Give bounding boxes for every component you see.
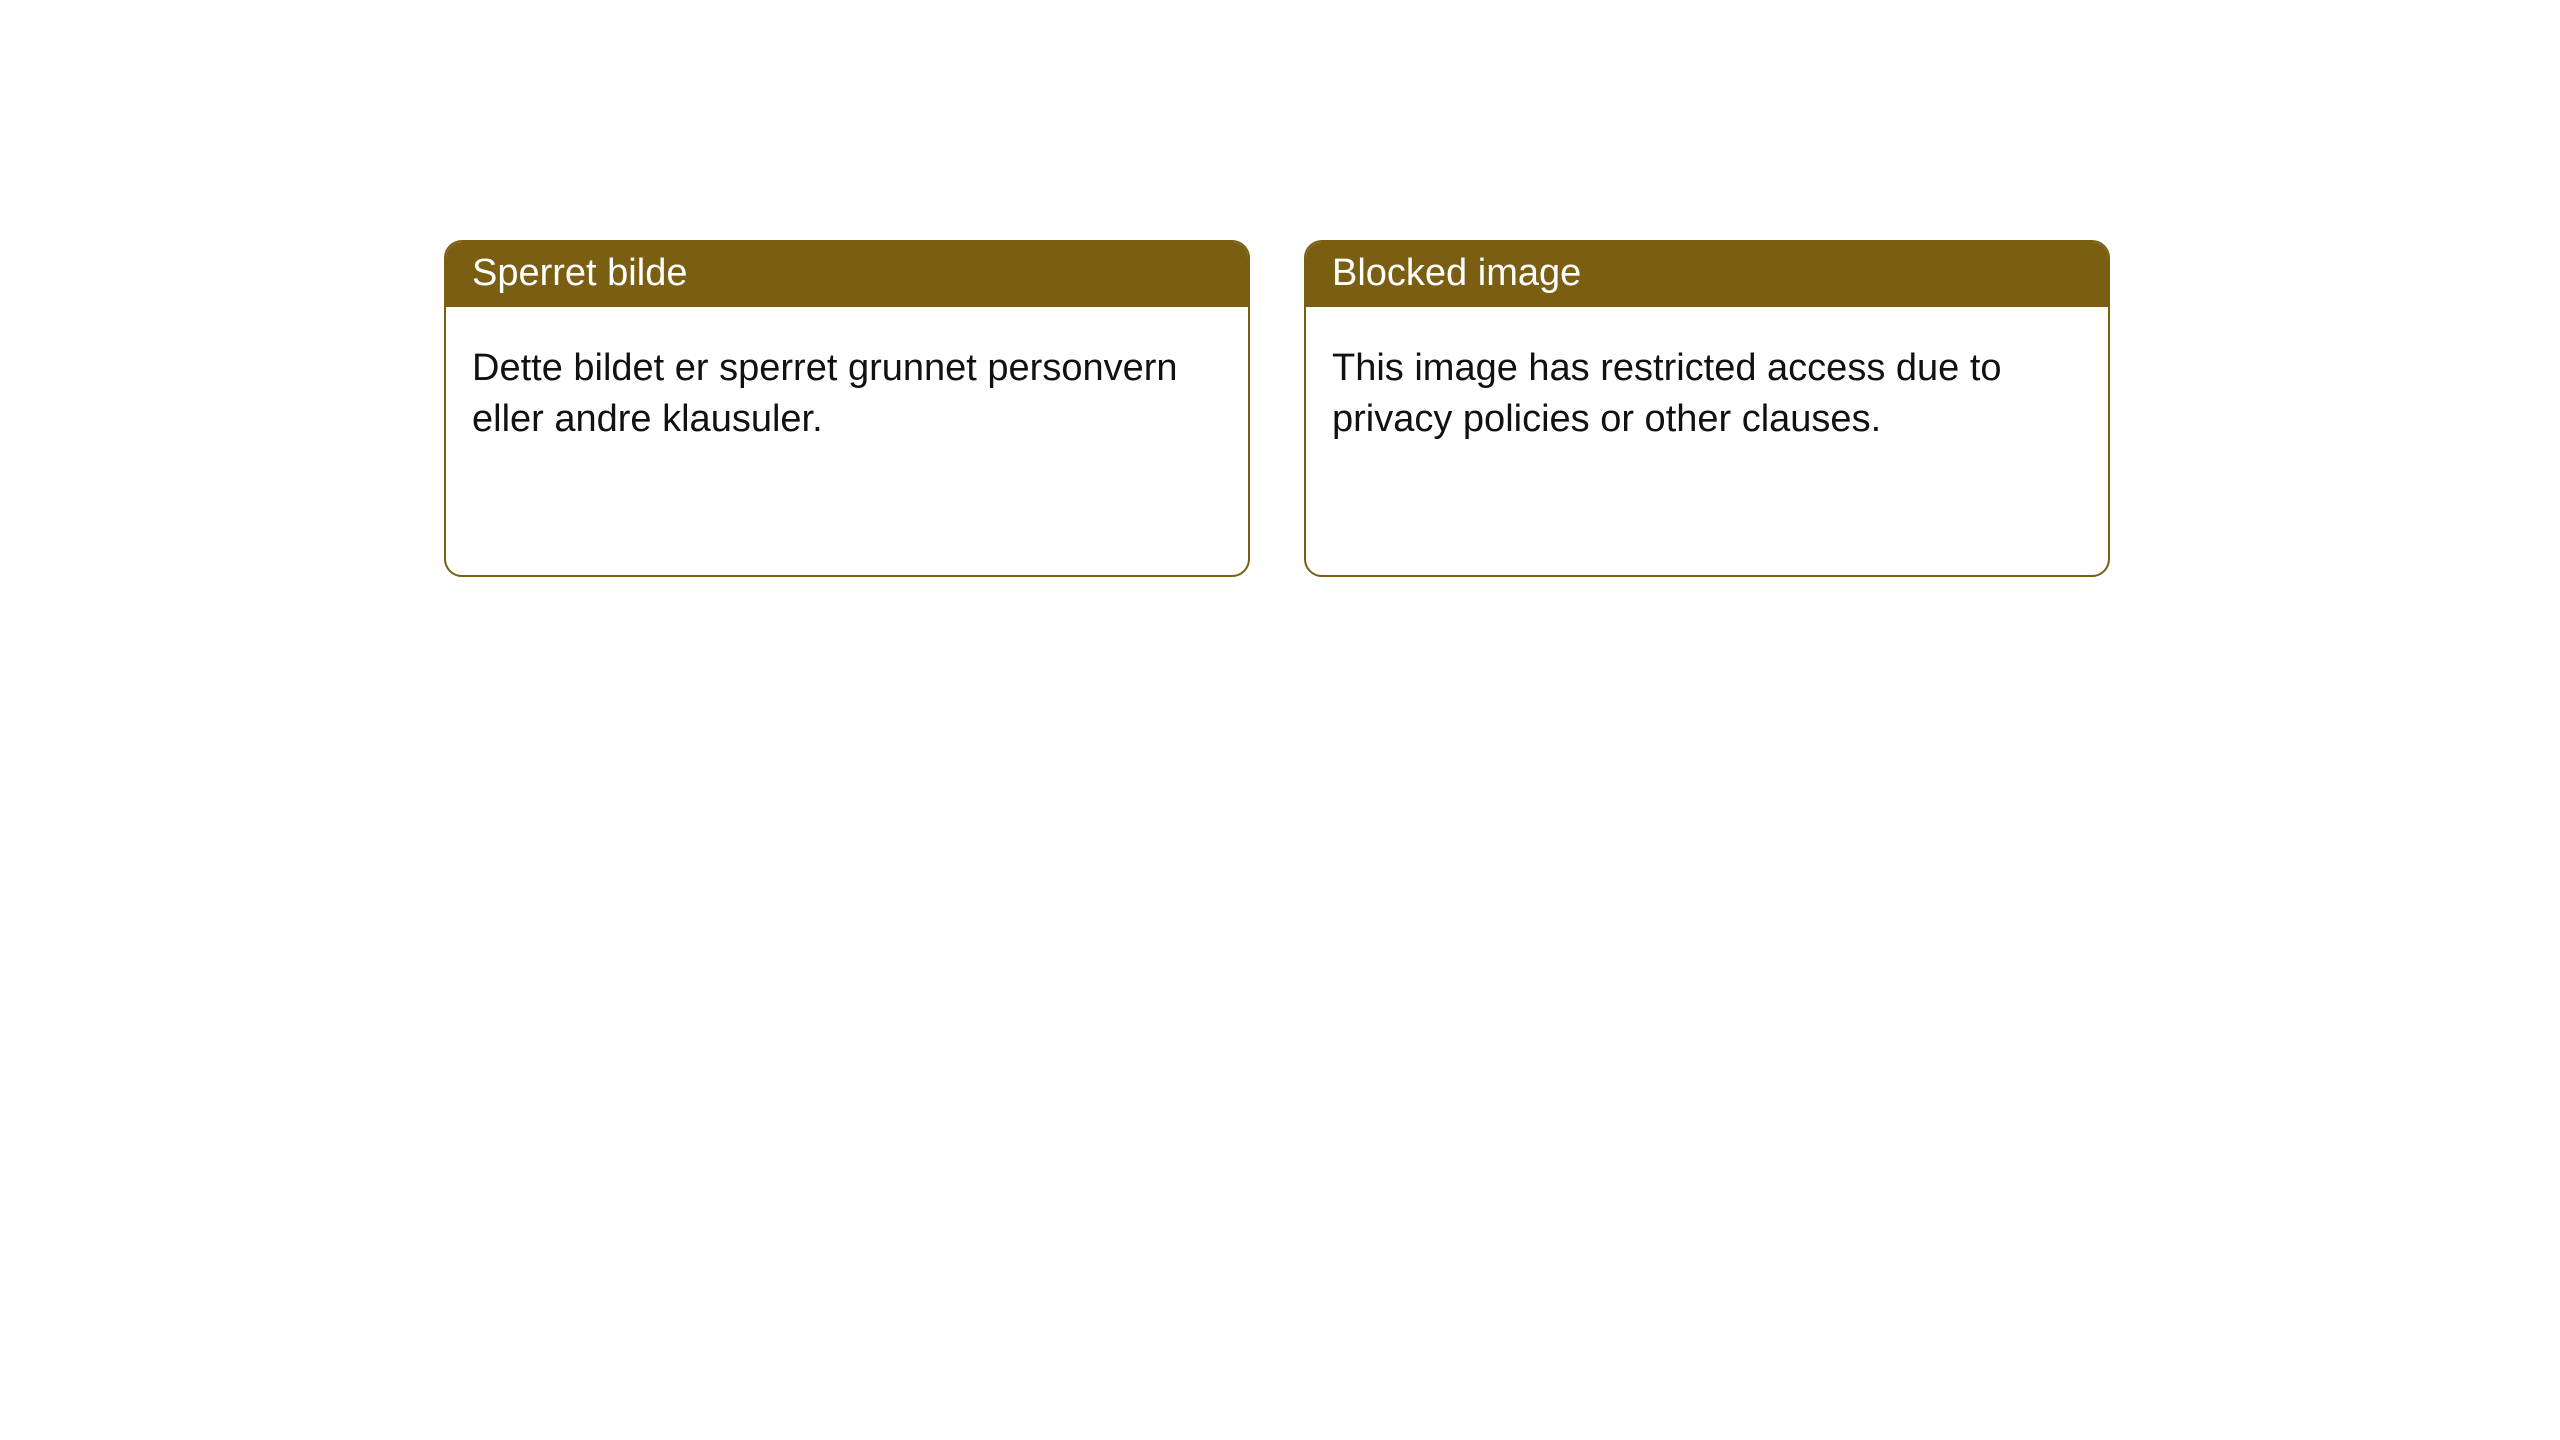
notice-body-english: This image has restricted access due to …	[1306, 307, 2108, 472]
notice-header-norwegian: Sperret bilde	[446, 242, 1248, 307]
notice-card-english: Blocked image This image has restricted …	[1304, 240, 2110, 577]
notice-header-english: Blocked image	[1306, 242, 2108, 307]
notice-container: Sperret bilde Dette bildet er sperret gr…	[0, 0, 2560, 577]
notice-body-norwegian: Dette bildet er sperret grunnet personve…	[446, 307, 1248, 472]
notice-card-norwegian: Sperret bilde Dette bildet er sperret gr…	[444, 240, 1250, 577]
